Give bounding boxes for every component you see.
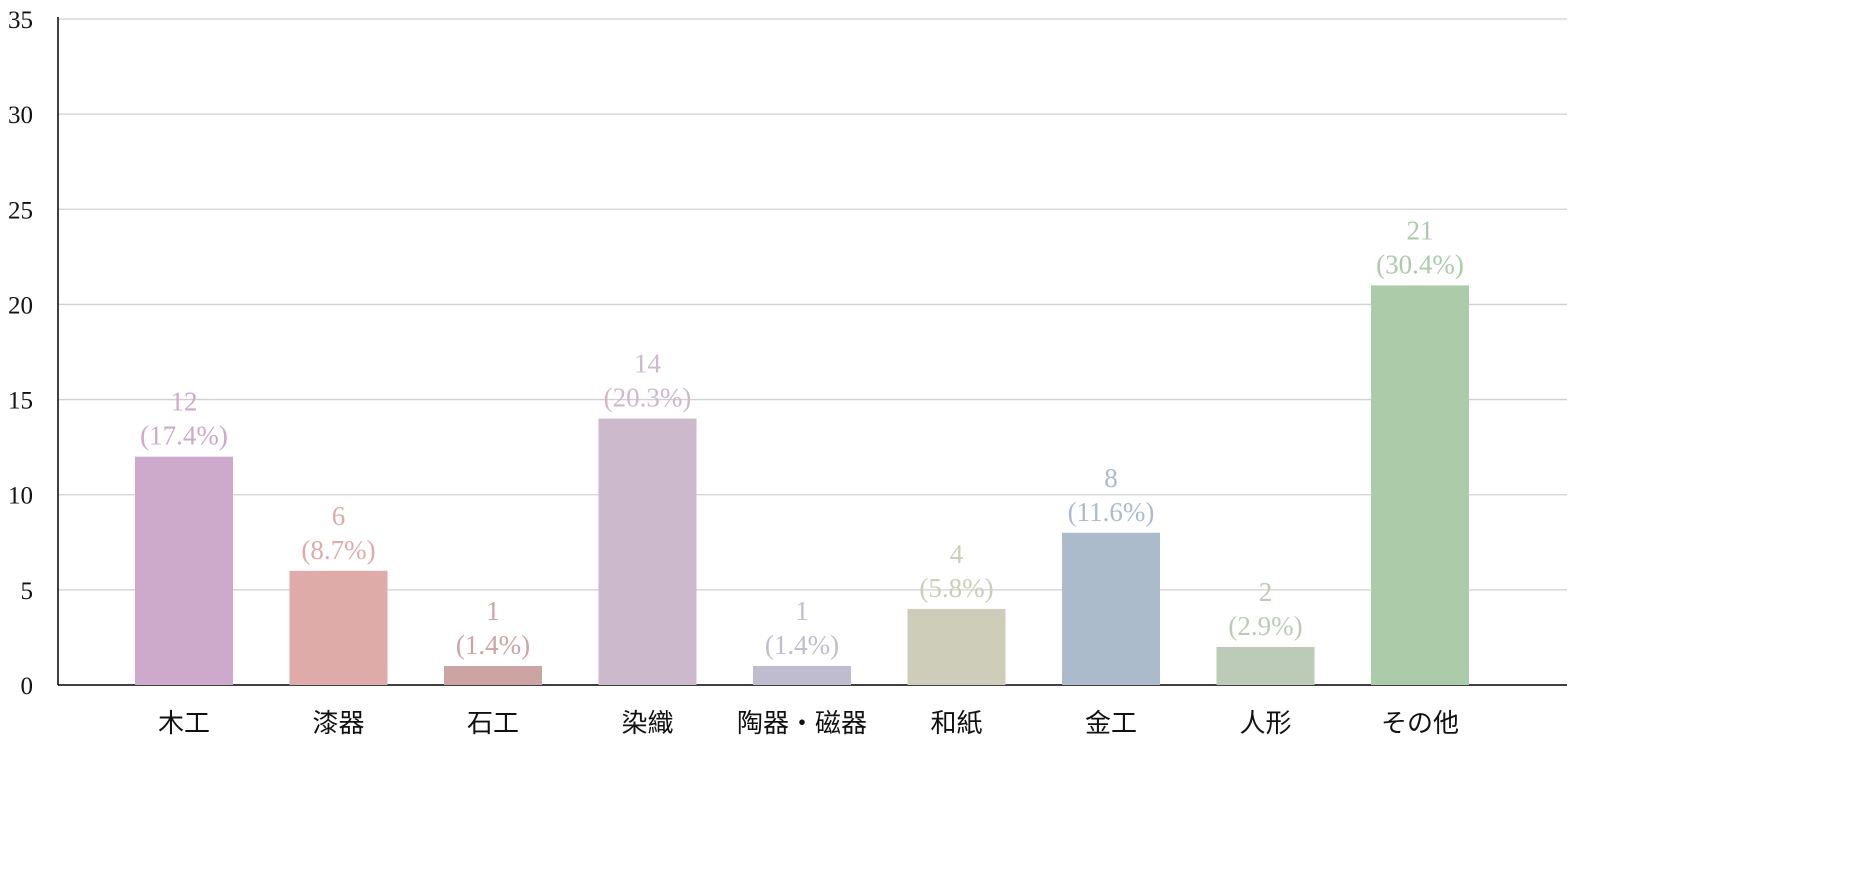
bar-value-label: 12 [171,387,198,417]
bar-value-label: 6 [332,501,346,531]
y-tick-label: 5 [21,578,34,605]
x-tick-label: 染織 [621,709,673,738]
bar-percent-label: (2.9%) [1228,611,1302,641]
bar-value-label: 8 [1104,463,1118,493]
bar-percent-label: (30.4%) [1376,249,1464,279]
y-tick-label: 20 [8,292,33,319]
bar-percent-label: (1.4%) [456,630,530,660]
bar [289,570,388,685]
bar-value-label: 14 [634,349,662,379]
x-tick-label: 石工 [467,709,519,738]
bar [135,456,233,685]
bar-percent-label: (1.4%) [765,630,839,660]
x-tick-label: 木工 [158,709,210,738]
y-tick-label: 35 [8,7,33,34]
bar [598,418,697,685]
y-tick-label: 0 [21,673,34,700]
x-tick-label: その他 [1381,709,1459,738]
x-tick-label: 金工 [1085,709,1137,738]
bar [753,665,851,685]
bar [1062,532,1160,685]
x-tick-label: 陶器・磁器 [737,709,867,738]
bar-percent-label: (11.6%) [1068,497,1155,527]
y-tick-label: 30 [8,102,33,129]
bar-value-label: 1 [486,596,500,626]
bar-percent-label: (5.8%) [919,573,993,603]
x-tick-label: 漆器 [312,709,364,738]
bar-value-label: 1 [795,596,809,626]
bar-value-label: 4 [950,539,964,569]
y-tick-label: 25 [8,197,33,224]
bar-value-label: 2 [1259,577,1273,607]
bar-percent-label: (20.3%) [604,383,692,413]
bar-percent-label: (17.4%) [140,421,228,451]
y-tick-label: 10 [8,483,33,510]
y-tick-label: 15 [8,388,33,415]
x-tick-label: 人形 [1239,709,1291,738]
bar-percent-label: (8.7%) [301,535,375,565]
bar-value-label: 21 [1407,215,1434,245]
bar [444,665,542,685]
bar [1216,646,1315,685]
bar [907,608,1006,685]
bar [1371,285,1469,685]
x-tick-label: 和紙 [930,709,982,738]
